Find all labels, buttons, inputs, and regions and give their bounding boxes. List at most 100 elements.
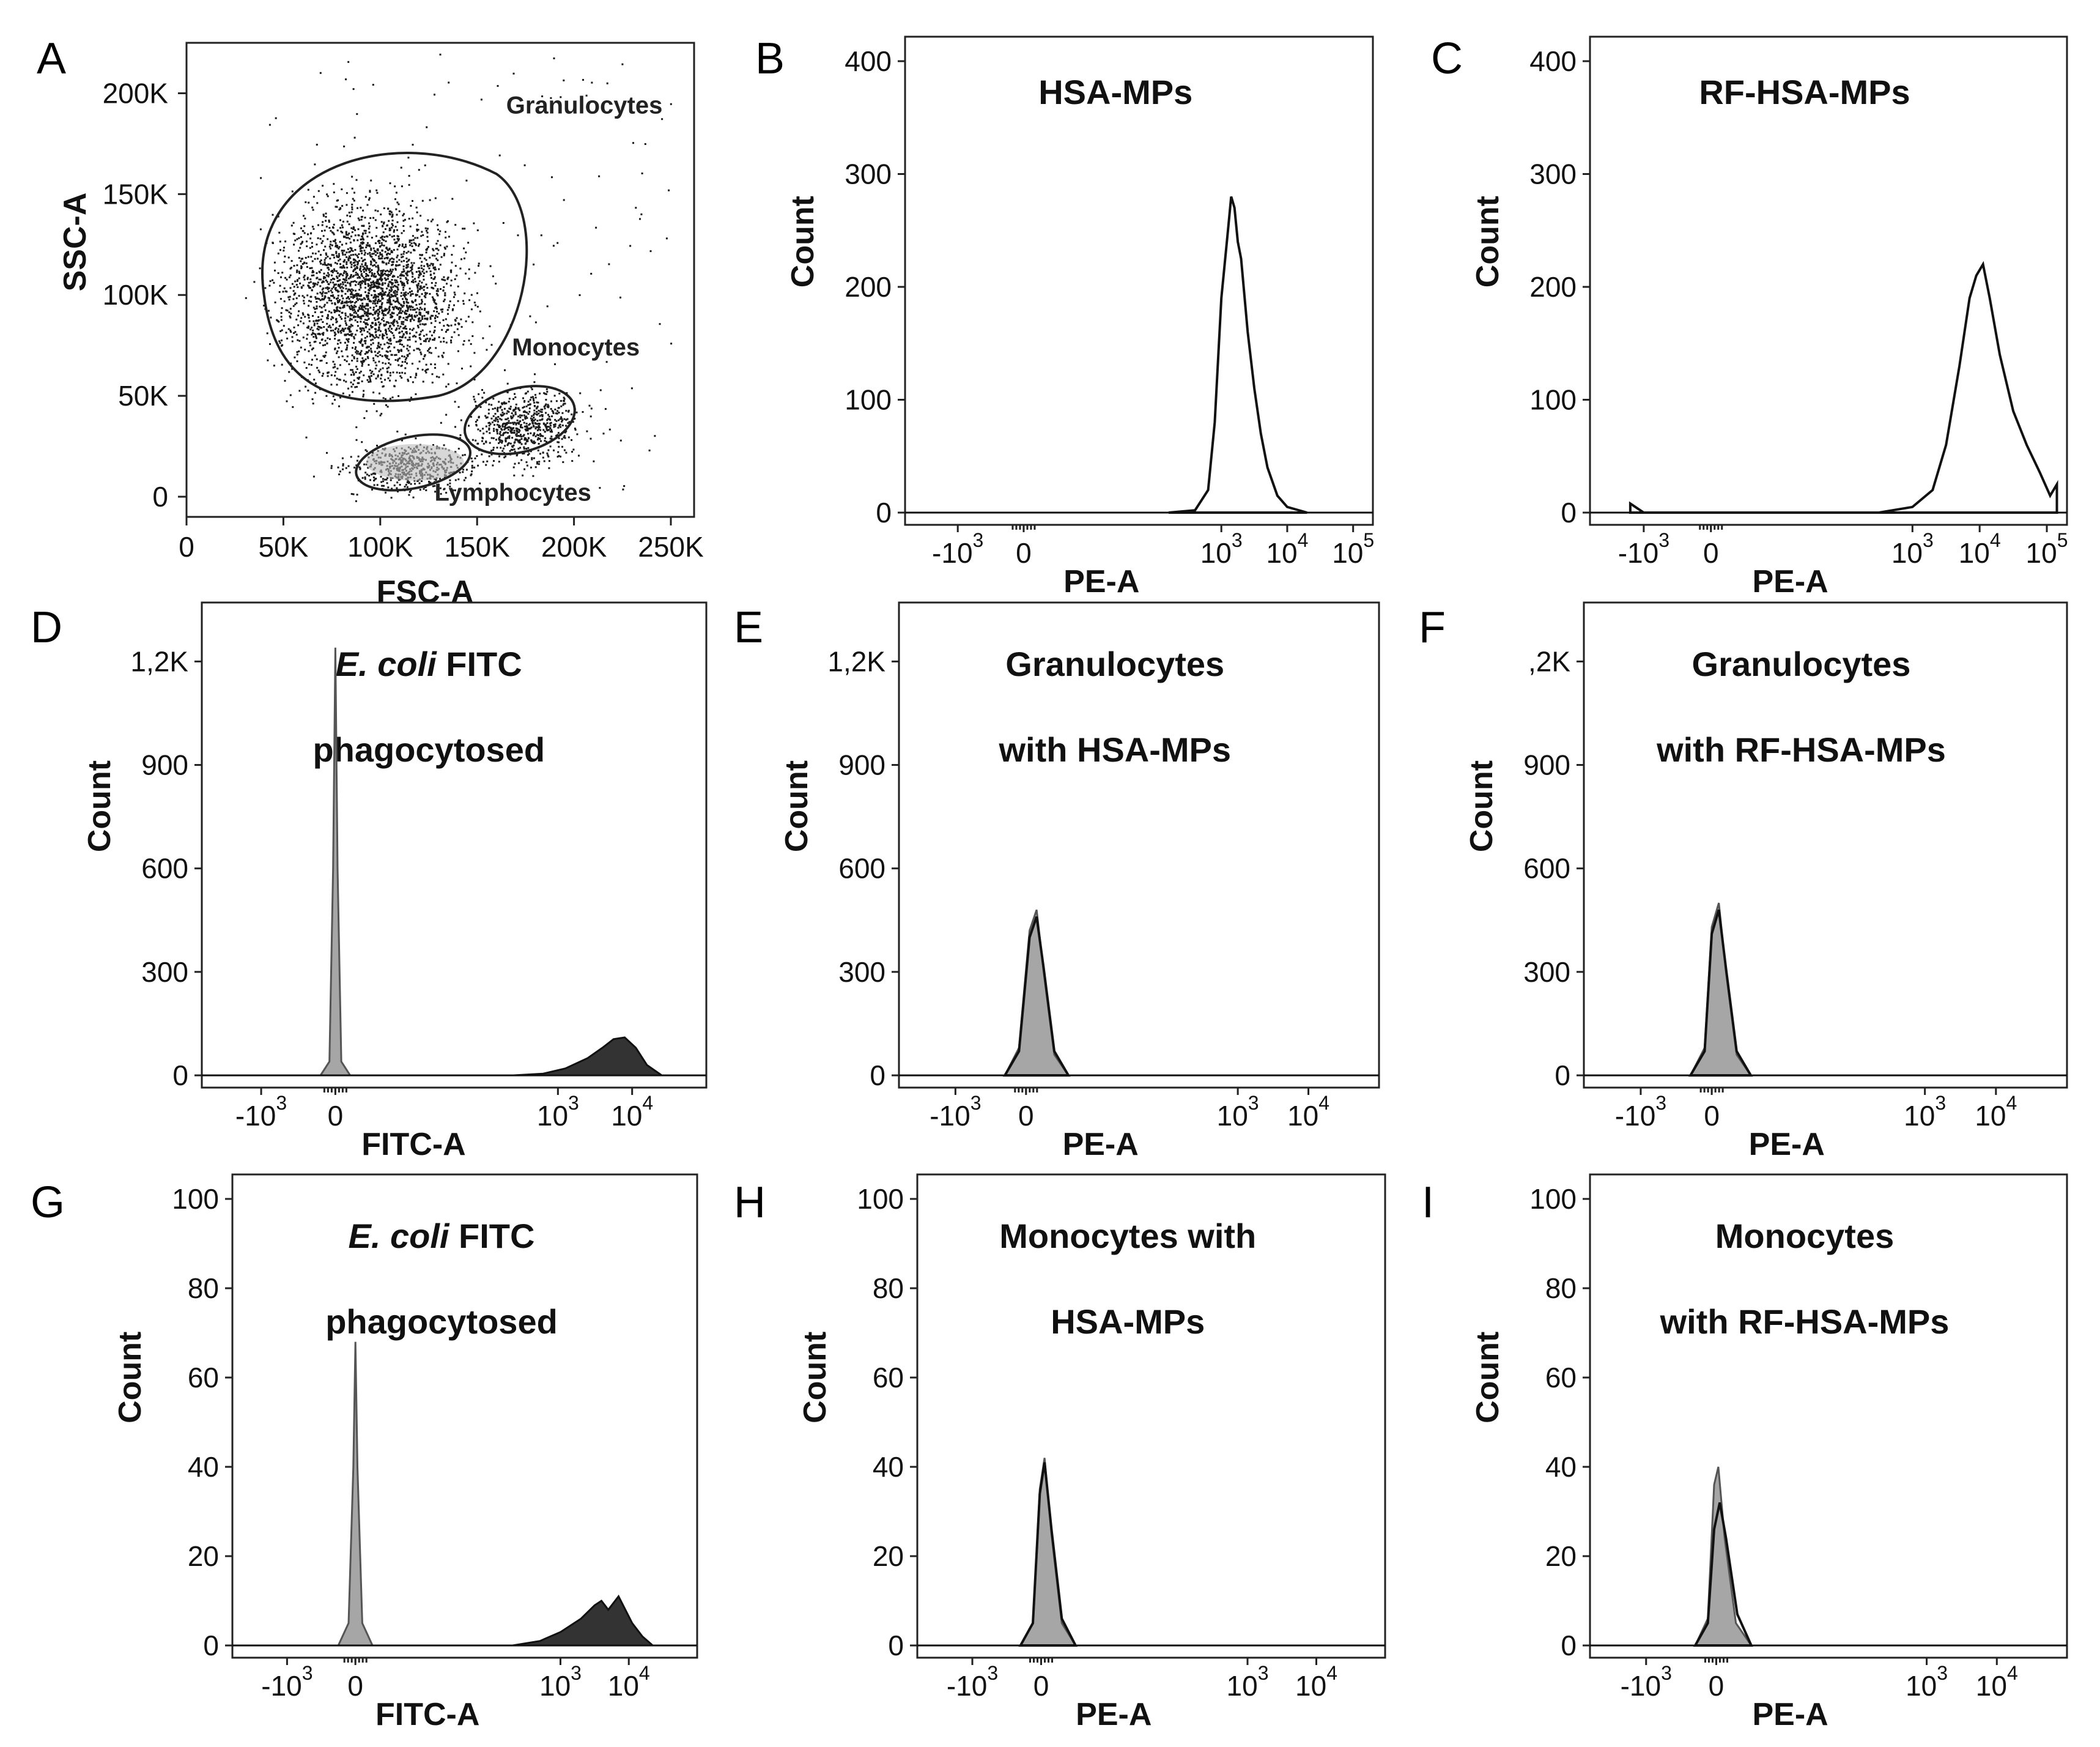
event-dot xyxy=(529,423,531,425)
event-dot xyxy=(563,199,565,201)
event-dot xyxy=(366,356,369,358)
event-dot xyxy=(518,431,520,434)
event-dot xyxy=(345,287,347,290)
event-dot xyxy=(356,494,358,496)
event-dot xyxy=(403,213,405,215)
event-dot xyxy=(349,314,352,317)
event-dot xyxy=(382,338,384,340)
event-dot xyxy=(512,410,515,412)
event-dot xyxy=(426,318,429,321)
event-dot xyxy=(280,316,283,318)
event-dot xyxy=(426,248,429,250)
event-dot xyxy=(296,280,298,282)
event-dot xyxy=(558,412,560,414)
event-dot xyxy=(364,322,366,324)
event-dot xyxy=(498,154,501,157)
event-dot xyxy=(315,320,317,322)
event-dot xyxy=(435,242,438,245)
event-dot xyxy=(536,410,538,413)
event-dot xyxy=(342,253,344,256)
event-dot xyxy=(314,163,316,166)
event-dot xyxy=(457,334,460,336)
event-dot xyxy=(335,333,337,335)
event-dot xyxy=(670,103,672,105)
event-dot xyxy=(419,489,421,491)
event-dot xyxy=(421,316,423,318)
event-dot xyxy=(401,232,403,234)
event-dot xyxy=(363,310,366,313)
event-dot xyxy=(303,362,306,364)
event-dot xyxy=(387,346,390,349)
event-dot xyxy=(401,361,404,363)
event-dot xyxy=(502,402,505,404)
panel-letter: G xyxy=(31,1178,65,1227)
event-dot xyxy=(457,489,460,491)
event-dot xyxy=(471,335,474,337)
event-dot xyxy=(477,488,479,491)
event-dot xyxy=(500,447,502,449)
y-tick-label: 0 xyxy=(203,1630,219,1661)
event-dot xyxy=(363,224,365,227)
event-dot xyxy=(393,321,396,323)
event-dot xyxy=(489,325,491,327)
event-dot xyxy=(412,144,414,146)
event-dot xyxy=(571,439,573,441)
event-dot xyxy=(526,427,528,429)
event-dot xyxy=(344,236,346,238)
plot-frame xyxy=(916,1173,1386,1659)
event-dot xyxy=(380,221,383,223)
event-dot xyxy=(396,235,399,237)
event-dot xyxy=(269,343,271,345)
event-dot xyxy=(390,497,393,499)
event-dot xyxy=(345,322,347,324)
event-dot xyxy=(325,292,328,294)
event-dot xyxy=(363,242,364,244)
event-dot xyxy=(337,272,339,275)
event-dot xyxy=(360,299,363,302)
event-dot xyxy=(382,273,385,276)
event-dot xyxy=(296,264,298,267)
event-dot xyxy=(419,333,421,335)
event-dot xyxy=(435,282,437,284)
event-dot xyxy=(404,295,406,298)
event-dot xyxy=(390,250,393,252)
event-dot xyxy=(333,270,336,272)
x-tick-label: 103 xyxy=(1200,529,1243,569)
event-dot xyxy=(499,439,501,441)
event-dot xyxy=(351,360,353,362)
event-dot xyxy=(317,325,319,328)
event-dot xyxy=(494,407,497,409)
event-dot xyxy=(400,312,402,314)
event-dot xyxy=(279,249,281,251)
event-dot xyxy=(364,232,367,234)
event-dot xyxy=(307,327,309,329)
x-tick-base: -10 xyxy=(1618,537,1658,569)
event-dot xyxy=(336,262,338,265)
event-dot xyxy=(392,286,394,288)
event-dot xyxy=(347,248,349,250)
event-dot xyxy=(339,396,341,399)
event-dot xyxy=(568,421,571,423)
event-dot xyxy=(465,272,467,275)
event-dot xyxy=(330,384,333,386)
event-dot xyxy=(435,376,438,378)
event-dot xyxy=(432,314,434,317)
event-dot xyxy=(398,306,401,309)
event-dot xyxy=(376,347,379,349)
event-dot xyxy=(415,271,418,273)
event-dot xyxy=(415,311,418,314)
event-dot xyxy=(401,322,403,325)
event-dot xyxy=(364,217,366,219)
event-dot xyxy=(359,468,361,470)
event-dot xyxy=(366,313,368,316)
event-dot xyxy=(402,268,405,270)
event-dot xyxy=(289,267,292,270)
event-dot xyxy=(399,343,401,345)
event-dot xyxy=(383,293,385,295)
event-dot xyxy=(380,276,382,278)
event-dot xyxy=(327,283,330,285)
event-dot xyxy=(352,383,354,385)
event-dot xyxy=(420,235,423,237)
event-dot xyxy=(375,334,377,336)
event-dot xyxy=(361,252,363,254)
